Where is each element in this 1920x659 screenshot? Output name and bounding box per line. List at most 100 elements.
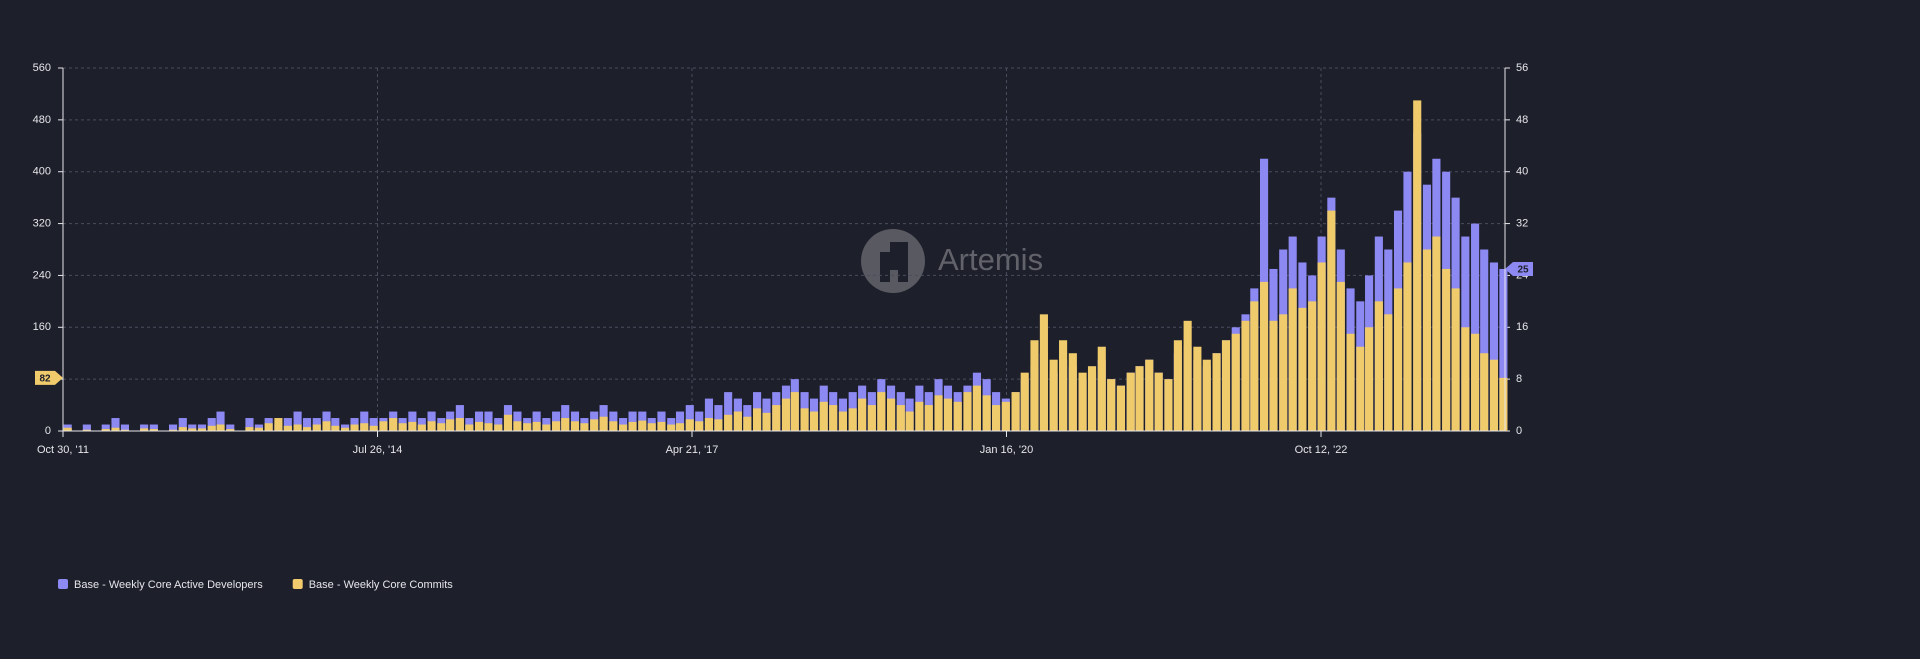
bar — [838, 411, 847, 431]
bar — [714, 419, 723, 431]
bar — [1403, 262, 1412, 431]
y-tick-label: 240 — [33, 269, 51, 281]
bar — [1288, 288, 1297, 431]
bar — [475, 421, 484, 431]
bar — [1336, 281, 1345, 431]
bar — [1241, 320, 1250, 431]
bar — [1193, 346, 1202, 431]
x-tick-label: Oct 12, '22 — [1295, 444, 1348, 456]
bar — [82, 429, 91, 431]
bar — [1059, 340, 1068, 431]
bar — [120, 429, 129, 431]
legend-swatch — [292, 579, 303, 589]
bar — [1231, 333, 1240, 431]
bar — [207, 418, 216, 431]
bar — [848, 408, 857, 431]
bar — [455, 418, 464, 431]
bar — [628, 421, 637, 431]
bar — [657, 421, 666, 431]
bar — [887, 398, 896, 431]
bar — [408, 421, 417, 431]
legend-label: Base - Weekly Core Commits — [309, 579, 454, 591]
bar — [1422, 249, 1432, 431]
bar — [178, 418, 187, 431]
y2-tick-label: 56 — [1516, 62, 1528, 74]
bar — [1374, 301, 1383, 431]
bar — [293, 411, 302, 431]
bar — [302, 418, 312, 431]
bar — [1384, 314, 1393, 431]
x-tick-label: Oct 30, '11 — [37, 444, 89, 456]
y-tick-label: 320 — [33, 217, 51, 229]
bar — [905, 411, 914, 431]
bar — [724, 414, 733, 431]
bar — [322, 421, 331, 431]
bar — [111, 418, 120, 431]
bar — [82, 424, 91, 431]
bar — [274, 418, 283, 431]
bar — [140, 428, 149, 431]
bar — [1346, 333, 1355, 431]
x-tick-label: Apr 21, '17 — [666, 444, 719, 456]
y-tick-label: 400 — [33, 166, 51, 178]
bar — [1489, 359, 1499, 431]
bar — [1489, 262, 1499, 431]
bar — [1471, 333, 1480, 431]
bar — [675, 411, 685, 431]
bar — [101, 429, 110, 431]
bar — [1451, 288, 1460, 431]
y-tick-label: 160 — [33, 321, 51, 333]
bar — [1260, 281, 1269, 431]
bar — [245, 418, 254, 431]
bar — [513, 421, 522, 431]
bar — [226, 429, 235, 431]
bar — [599, 416, 608, 431]
bar — [704, 418, 714, 431]
bar — [494, 424, 503, 431]
bar — [1250, 301, 1259, 431]
last-value-label: 25 — [1517, 265, 1529, 276]
bar — [619, 424, 628, 431]
y-tick-label: 0 — [45, 425, 51, 437]
bar — [1279, 314, 1288, 431]
bar — [724, 392, 733, 431]
bar — [465, 424, 474, 431]
bar — [1039, 314, 1048, 431]
bar — [264, 423, 273, 431]
bar — [790, 392, 799, 431]
y2-tick-label: 0 — [1516, 425, 1522, 437]
bar — [168, 424, 178, 431]
bar — [1097, 346, 1106, 431]
bar — [1365, 327, 1374, 431]
bar — [1145, 359, 1154, 431]
bar — [216, 411, 225, 431]
bar — [714, 405, 723, 431]
bar — [389, 418, 398, 431]
bar — [312, 424, 321, 431]
bar — [484, 423, 493, 431]
bar — [350, 424, 359, 431]
bar — [1480, 249, 1489, 431]
bar — [1135, 366, 1144, 431]
bar — [63, 427, 72, 431]
bar — [1327, 210, 1336, 431]
bar — [1068, 353, 1077, 431]
bar — [408, 411, 417, 431]
bar — [120, 424, 129, 431]
bar — [1317, 262, 1326, 431]
bar — [302, 427, 312, 431]
watermark-text: Artemis — [938, 242, 1043, 277]
bar — [1126, 372, 1135, 431]
bar — [1202, 359, 1211, 431]
bar — [609, 421, 618, 431]
bar — [685, 405, 694, 431]
y2-tick-label: 48 — [1516, 114, 1528, 126]
bar — [168, 429, 178, 431]
bar — [667, 424, 676, 431]
bar — [360, 411, 369, 431]
x-tick-label: Jul 26, '14 — [353, 444, 403, 456]
bar — [216, 424, 225, 431]
bar — [1154, 372, 1163, 431]
bar — [858, 398, 867, 431]
last-value-label: 82 — [39, 373, 51, 384]
